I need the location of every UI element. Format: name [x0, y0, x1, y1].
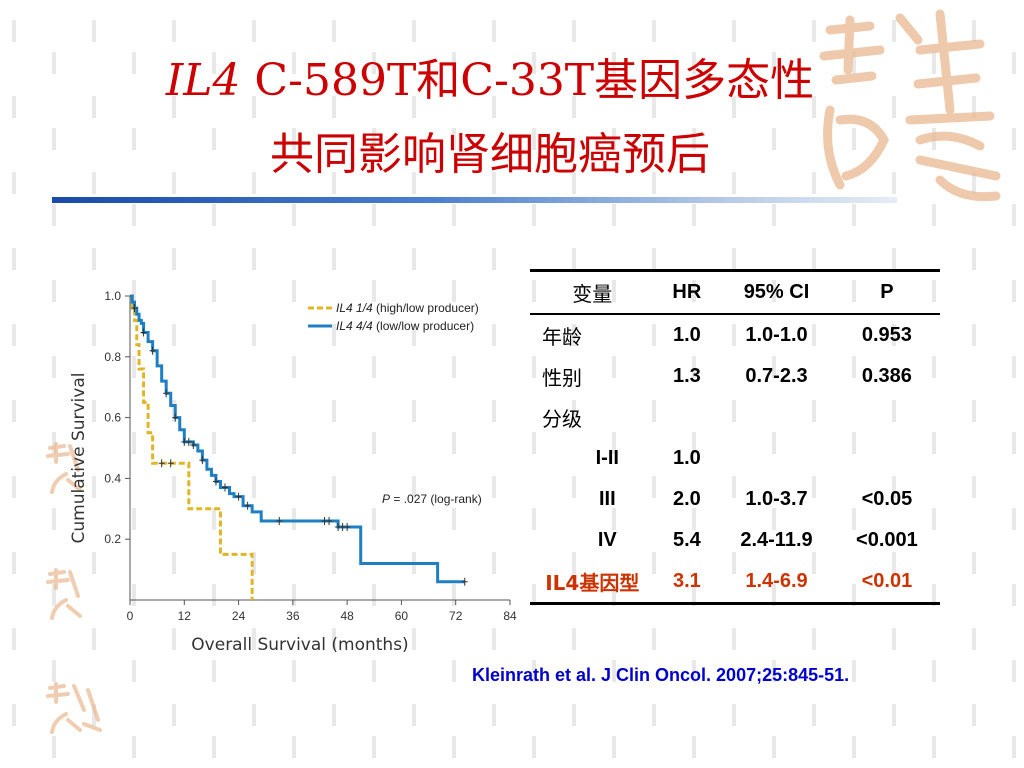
- censor-mark: [199, 456, 206, 465]
- citation: Kleinrath et al. J Clin Oncol. 2007;25:8…: [472, 665, 850, 685]
- x-tick-label: 0: [127, 609, 134, 623]
- y-tick-label: 1.0: [104, 289, 121, 303]
- row-p: <0.001: [856, 529, 918, 551]
- slide-title-line2: 共同影响肾细胞癌预后: [270, 129, 710, 180]
- title-divider: [52, 197, 897, 203]
- y-tick-label: 0.4: [104, 471, 121, 485]
- censor-mark: [344, 523, 351, 532]
- row-ci: 2.4-11.9: [740, 529, 813, 551]
- row-hr: 1.0: [672, 324, 701, 346]
- censor-mark: [326, 516, 333, 525]
- censor-mark: [158, 459, 165, 468]
- censor-mark: [212, 477, 219, 486]
- row-ci: [719, 397, 834, 438]
- row-variable: IL4基因型: [545, 571, 640, 595]
- censor-mark: [461, 577, 468, 586]
- p-value-annotation: P = .027 (log-rank): [382, 492, 482, 506]
- table-row: 年龄 1.0 1.0-1.0 0.953: [530, 314, 940, 356]
- auspicious-seal-icon: [819, 9, 1001, 202]
- y-tick-label: 0.2: [104, 532, 121, 546]
- survival-chart: 0 12 24 36 48 60 72 84 0.2 0.4 0.6 0.8 1.0 IL4 1/4 (…: [69, 289, 517, 655]
- table-header-row: 变量 HR 95% CI P: [530, 270, 940, 315]
- table-row: I-II 1.0: [530, 438, 940, 479]
- auspicious-seal-icon: [46, 682, 102, 734]
- y-axis-label: Cumulative Survival: [69, 373, 89, 544]
- row-hr: 2.0: [672, 488, 701, 510]
- y-tick-label: 0.6: [104, 411, 121, 425]
- x-tick-label: 12: [178, 609, 192, 623]
- row-p: [834, 397, 940, 438]
- row-hr: [655, 397, 720, 438]
- censor-mark: [167, 459, 174, 468]
- cox-regression-table: 变量 HR 95% CI P 年龄 1.0 1.0-1.0 0.953 性别 1…: [530, 269, 940, 605]
- censor-mark: [172, 413, 179, 422]
- row-variable: I-II: [595, 447, 619, 469]
- row-p: 0.386: [861, 365, 912, 387]
- legend-entry: IL4 1/4 (high/low producer): [336, 301, 479, 315]
- column-header-hr: HR: [654, 270, 720, 315]
- row-hr: 3.1: [672, 570, 701, 592]
- column-header-p: P: [833, 270, 940, 315]
- censor-mark: [222, 483, 228, 492]
- x-tick-label: 48: [340, 609, 354, 623]
- y-tick-label: 0.8: [104, 350, 121, 364]
- censor-mark: [244, 501, 251, 510]
- censor-mark: [185, 437, 192, 446]
- table-row: III 2.0 1.0-3.7 <0.05: [530, 479, 940, 520]
- row-variable: 分级: [542, 407, 582, 431]
- column-header-variable: 变量: [530, 270, 655, 315]
- row-ci: 0.7-2.3: [745, 365, 808, 387]
- series-line-1: [130, 294, 254, 600]
- x-tick-label: 24: [232, 609, 246, 623]
- row-p: <0.01: [861, 570, 913, 592]
- row-p: <0.05: [861, 488, 913, 510]
- x-axis-label: Overall Survival (months): [191, 635, 408, 655]
- row-p: [834, 438, 940, 479]
- row-variable: 年龄: [542, 325, 582, 349]
- row-ci: [719, 438, 834, 479]
- row-ci: 1.0-1.0: [745, 324, 808, 346]
- row-ci: 1.4-6.9: [745, 570, 808, 592]
- censor-mark: [190, 440, 197, 449]
- table-row: IV 5.4 2.4-11.9 <0.001: [530, 520, 940, 561]
- table-row-highlight: IL4基因型 3.1 1.4-6.9 <0.01: [530, 561, 940, 604]
- row-variable: III: [598, 488, 616, 510]
- censor-mark: [276, 516, 283, 525]
- row-variable: 性别: [542, 366, 582, 390]
- row-hr: 1.3: [672, 365, 701, 387]
- slide-title-line1: IL4 C-589T和C-33T基因多态性: [40, 52, 940, 110]
- legend-entry: IL4 4/4 (low/low producer): [336, 319, 474, 333]
- title-gene-name: IL4: [165, 55, 241, 106]
- censor-mark: [131, 304, 138, 313]
- auspicious-seal-icon: [46, 442, 82, 494]
- row-hr: 5.4: [672, 529, 701, 551]
- row-ci: 1.0-3.7: [745, 488, 808, 510]
- x-tick-label: 60: [395, 609, 409, 623]
- x-tick-label: 84: [503, 609, 517, 623]
- chart-series: [130, 294, 468, 600]
- censor-mark: [140, 328, 147, 337]
- censor-mark: [149, 346, 156, 355]
- column-header-ci: 95% CI: [719, 270, 834, 315]
- censor-mark: [235, 492, 242, 501]
- auspicious-seal-icon: [46, 568, 82, 620]
- table-row: 分级: [530, 397, 940, 438]
- censor-mark: [163, 389, 170, 398]
- x-tick-label: 72: [449, 609, 463, 623]
- row-hr: 1.0: [672, 447, 701, 469]
- row-p: 0.953: [861, 324, 912, 346]
- series-line-2: [130, 294, 465, 584]
- row-variable: IV: [597, 529, 617, 551]
- table-row: 性别 1.3 0.7-2.3 0.386: [530, 356, 940, 397]
- title-text: C-589T和C-33T基因多态性: [240, 55, 815, 106]
- chart-legend: IL4 1/4 (high/low producer) IL4 4/4 (low/…: [308, 301, 479, 333]
- chart-axes: 0 12 24 36 48 60 72 84 0.2 0.4 0.6 0.8 1.0: [104, 289, 517, 623]
- x-tick-label: 36: [286, 609, 300, 623]
